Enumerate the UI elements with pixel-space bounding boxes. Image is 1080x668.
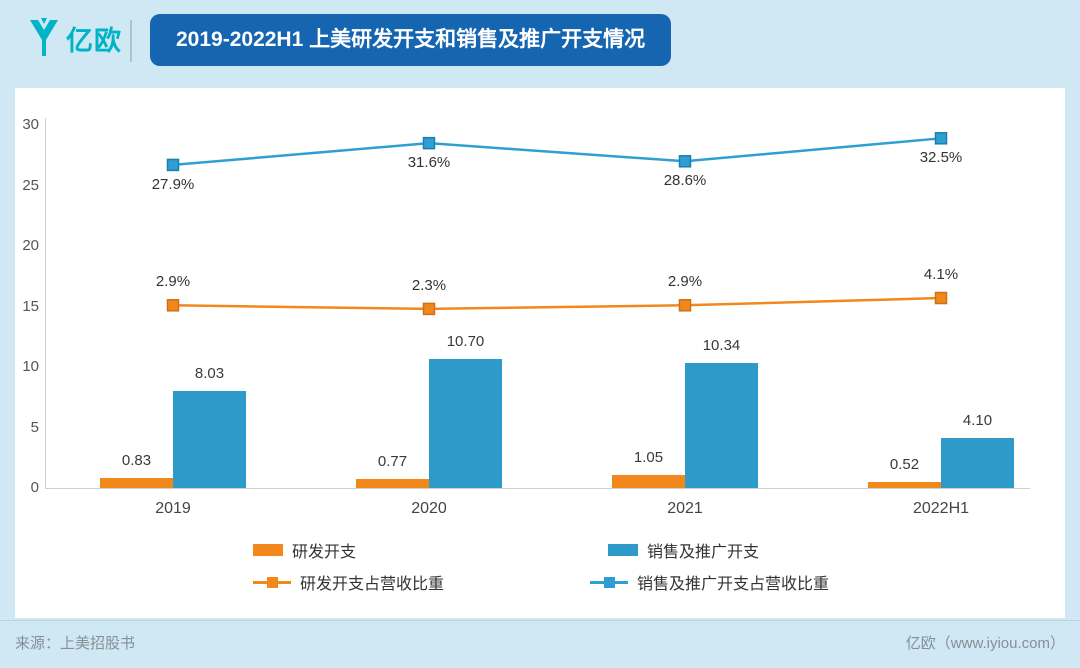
bar-sales-expense [429, 358, 502, 488]
line-marker [166, 299, 180, 312]
chart-card: 0 5 10 15 20 25 30 0.83 0.77 1.05 0.52 8.03 10.70 10.… [15, 88, 1065, 618]
header: 亿欧 2019-2022H1 上美研发开支和销售及推广开支情况 [0, 0, 1080, 88]
y-axis-tick-label: 15 [22, 297, 39, 315]
bar-value-label: 0.52 [889, 455, 920, 473]
legend-bar-swatch [253, 544, 283, 556]
header-divider [130, 20, 132, 62]
bar-value-label: 0.83 [121, 451, 152, 469]
legend-item: 研发开支占营收比重 [253, 570, 444, 594]
line-sales-ratio [172, 137, 942, 167]
line-marker [422, 302, 436, 316]
bar-sales-expense [173, 390, 246, 488]
bar-value-label: 8.03 [194, 364, 225, 382]
category-label: 2021 [667, 500, 703, 517]
bar-value-label: 1.05 [633, 449, 664, 467]
y-axis-tick-label: 10 [22, 358, 39, 375]
iyiou-logo: 亿欧 [28, 16, 122, 60]
percent-label: 2.9% [155, 273, 191, 291]
category-label: 2020 [411, 500, 447, 517]
category-label: 2022H1 [912, 500, 970, 517]
page-title: 2019-2022H1 上美研发开支和销售及推广开支情况 [150, 14, 672, 66]
bar-sales-expense [685, 362, 758, 488]
y-axis-line [45, 118, 46, 488]
legend-line-swatch [253, 576, 291, 589]
iyiou-logo-icon [30, 18, 58, 56]
legend-label: 销售及推广开支占营收比重 [637, 576, 830, 593]
bar-sales-expense [941, 438, 1014, 488]
legend-item: 销售及推广开支占营收比重 [590, 570, 829, 594]
legend-bar-swatch [608, 544, 638, 556]
iyiou-logo-text: 亿欧 [66, 25, 122, 56]
line-rnd-ratio [172, 296, 942, 311]
percent-label: 2.3% [411, 276, 447, 294]
y-axis-tick-label: 30 [22, 116, 39, 133]
site-credit: 亿欧（www.iyiou.com） [905, 635, 1065, 652]
line-marker [166, 158, 180, 172]
line-marker [678, 155, 692, 168]
bar-rnd-expense [868, 481, 941, 488]
percent-label: 27.9% [151, 175, 195, 193]
percent-label: 2.9% [667, 273, 703, 291]
percent-label: 31.6% [407, 154, 451, 172]
percent-label: 28.6% [663, 172, 707, 190]
percent-label: 32.5% [919, 149, 963, 167]
legend-label: 研发开支 [292, 544, 357, 561]
legend-marker [604, 576, 615, 588]
bar-rnd-expense [612, 475, 685, 488]
bar-value-label: 10.70 [446, 332, 485, 350]
footer-divider [0, 620, 1080, 621]
bar-value-label: 0.77 [377, 452, 408, 470]
x-axis-line [45, 488, 1030, 489]
line-chart-overlay [166, 132, 948, 316]
legend-marker [267, 576, 278, 588]
source-text: 来源：上美招股书 [15, 635, 136, 652]
y-axis-tick-label: 5 [30, 418, 39, 436]
category-label: 2019 [155, 500, 191, 517]
bar-value-label: 4.10 [962, 412, 993, 430]
bar-value-label: 10.34 [702, 336, 741, 354]
legend-item: 销售及推广开支 [608, 538, 759, 562]
percent-label: 4.1% [923, 266, 959, 284]
y-axis-tick-label: 20 [22, 237, 39, 254]
line-marker [934, 291, 948, 305]
line-marker [934, 132, 948, 145]
legend-label: 销售及推广开支 [647, 544, 760, 561]
legend-label: 研发开支占营收比重 [300, 576, 445, 593]
legend-item: 研发开支 [253, 538, 356, 562]
line-marker [678, 299, 692, 312]
y-axis-tick-label: 25 [22, 176, 39, 194]
bar-rnd-expense [100, 477, 173, 488]
y-axis-tick-label: 0 [30, 479, 39, 496]
legend-line-swatch [590, 576, 628, 589]
bar-rnd-expense [356, 478, 429, 488]
line-marker [422, 136, 436, 150]
